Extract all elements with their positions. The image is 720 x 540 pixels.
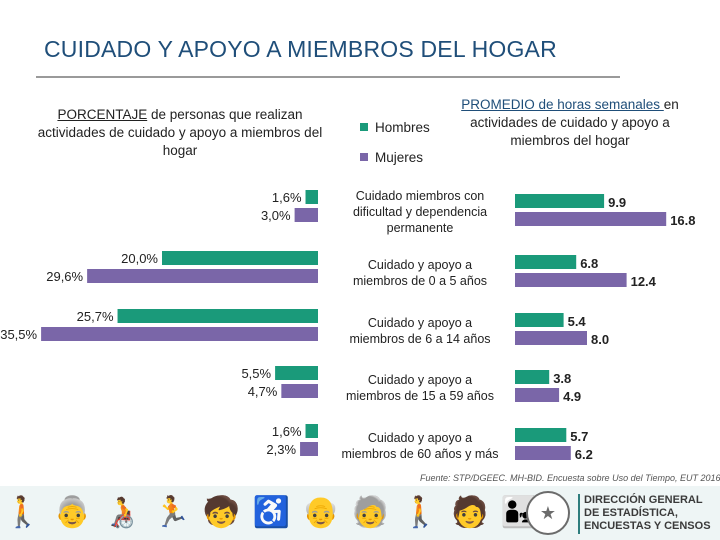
bar-right-mujeres bbox=[515, 446, 571, 460]
data-label-left-hombres: 5,5% bbox=[241, 366, 271, 381]
bar-charts: 1,6% 20,0% 25,7% 5,5% 1,6% 3,0% 29,6% 35,5% 4,7%… bbox=[0, 190, 696, 462]
data-label-right-mujeres: 16.8 bbox=[670, 213, 695, 228]
left-subtitle-rest: de personas que realizan actividades de … bbox=[37, 107, 323, 158]
category-label-line: miembros de 6 a 14 años bbox=[349, 332, 491, 346]
bar-right-hombres bbox=[515, 194, 605, 208]
institution-name: DIRECCIÓN GENERAL DE ESTADÍSTICA, ENCUES… bbox=[584, 494, 711, 533]
data-label-right-hombres: 9.9 bbox=[608, 195, 626, 210]
legend-label-mujeres: Mujeres bbox=[375, 149, 424, 165]
bar-right-hombres bbox=[515, 428, 567, 442]
data-label-right-hombres: 5.4 bbox=[568, 314, 587, 329]
category-label-line: dificultad y dependencia bbox=[352, 205, 488, 219]
bar-left-hombres bbox=[275, 366, 318, 380]
category-label: Cuidado miembros con dificultad y depende… bbox=[330, 188, 510, 236]
government-seal-icon: ★ bbox=[526, 491, 570, 535]
data-label-left-mujeres: 35,5% bbox=[0, 327, 37, 342]
category-label-line: miembros de 60 años y más bbox=[341, 447, 499, 461]
bar-left-hombres bbox=[305, 424, 318, 438]
legend-item-hombres: Hombres bbox=[360, 118, 430, 136]
right-subtitle-underlined: PROMEDIO de horas semanales bbox=[461, 97, 664, 112]
category-label: Cuidado y apoyo a miembros de 6 a 14 años bbox=[330, 315, 510, 347]
data-label-left-hombres: 20,0% bbox=[121, 251, 158, 266]
data-label-right-hombres: 6.8 bbox=[580, 256, 598, 271]
legend: Hombres Mujeres bbox=[360, 118, 430, 178]
category-label: Cuidado y apoyo a miembros de 60 años y m… bbox=[330, 430, 510, 462]
bar-left-hombres bbox=[162, 251, 318, 265]
bar-right-hombres bbox=[515, 255, 577, 269]
footer-band bbox=[0, 486, 720, 540]
bar-right-mujeres bbox=[515, 388, 560, 402]
legend-swatch-mujeres bbox=[360, 153, 368, 161]
legend-swatch-hombres bbox=[360, 123, 368, 131]
category-label: Cuidado y apoyo a miembros de 0 a 5 años bbox=[330, 257, 510, 289]
page-title: CUIDADO Y APOYO A MIEMBROS DEL HOGAR bbox=[44, 36, 557, 62]
bar-right-mujeres bbox=[515, 273, 627, 287]
institution-line-3: ENCUESTAS Y CENSOS bbox=[584, 520, 711, 532]
data-label-left-hombres: 25,7% bbox=[77, 309, 114, 324]
institution-line-2: DE ESTADÍSTICA, bbox=[584, 507, 678, 519]
category-label-line: Cuidado y apoyo a bbox=[367, 431, 473, 445]
footer-separator bbox=[578, 494, 580, 534]
legend-item-mujeres: Mujeres bbox=[360, 148, 430, 166]
data-label-left-hombres: 1,6% bbox=[272, 190, 302, 205]
footer-figures: 🚶 👵 🧑‍🦽 🏃 🧒 ♿ 👴 🧓 🚶 🧑 👨‍👧 bbox=[4, 496, 541, 529]
bar-left-mujeres bbox=[281, 384, 318, 398]
data-label-right-mujeres: 8.0 bbox=[591, 332, 609, 347]
data-label-right-mujeres: 4.9 bbox=[563, 389, 581, 404]
bar-right-mujeres bbox=[515, 331, 587, 345]
data-label-right-hombres: 5.7 bbox=[570, 429, 588, 444]
right-chart-subtitle: PROMEDIO de horas semanales en actividad… bbox=[450, 96, 690, 150]
category-label-line: Cuidado miembros con bbox=[355, 189, 485, 203]
category-label-line: permanente bbox=[386, 221, 454, 235]
left-subtitle-underlined: PORCENTAJE bbox=[57, 107, 148, 122]
right-subtitle-rest: en actividades de cuidado y apoyo a miem… bbox=[470, 97, 679, 148]
category-label-line: miembros de 0 a 5 años bbox=[352, 274, 488, 288]
bar-left-hombres bbox=[117, 309, 318, 323]
institution-line-1: DIRECCIÓN GENERAL bbox=[584, 494, 703, 506]
bar-left-mujeres bbox=[41, 327, 318, 341]
source-note: Fuente: STP/DGEEC. MH-BID. Encuesta sobr… bbox=[420, 473, 720, 483]
data-label-left-mujeres: 29,6% bbox=[46, 269, 83, 284]
category-label-line: Cuidado y apoyo a bbox=[367, 258, 473, 272]
category-label-line: miembros de 15 a 59 años bbox=[345, 389, 494, 403]
category-label: Cuidado y apoyo a miembros de 15 a 59 año… bbox=[330, 372, 510, 404]
data-label-right-hombres: 3.8 bbox=[553, 371, 571, 386]
bar-left-hombres bbox=[305, 190, 318, 204]
bar-left-mujeres bbox=[87, 269, 319, 283]
category-label-line: Cuidado y apoyo a bbox=[367, 373, 473, 387]
left-chart-subtitle: PORCENTAJE de personas que realizan acti… bbox=[30, 106, 330, 160]
bar-left-mujeres bbox=[300, 442, 318, 456]
legend-label-hombres: Hombres bbox=[375, 119, 430, 135]
bar-right-hombres bbox=[515, 370, 550, 384]
data-label-left-mujeres: 2,3% bbox=[266, 442, 296, 457]
data-label-right-mujeres: 6.2 bbox=[575, 447, 593, 462]
data-label-right-mujeres: 12.4 bbox=[631, 274, 657, 289]
data-label-left-mujeres: 4,7% bbox=[248, 384, 278, 399]
bar-right-mujeres bbox=[515, 212, 667, 226]
data-label-left-mujeres: 3,0% bbox=[261, 208, 291, 223]
data-label-left-hombres: 1,6% bbox=[272, 424, 302, 439]
title-divider bbox=[36, 76, 620, 78]
category-label-line: Cuidado y apoyo a bbox=[367, 316, 473, 330]
bar-right-hombres bbox=[515, 313, 564, 327]
bar-left-mujeres bbox=[294, 208, 318, 222]
